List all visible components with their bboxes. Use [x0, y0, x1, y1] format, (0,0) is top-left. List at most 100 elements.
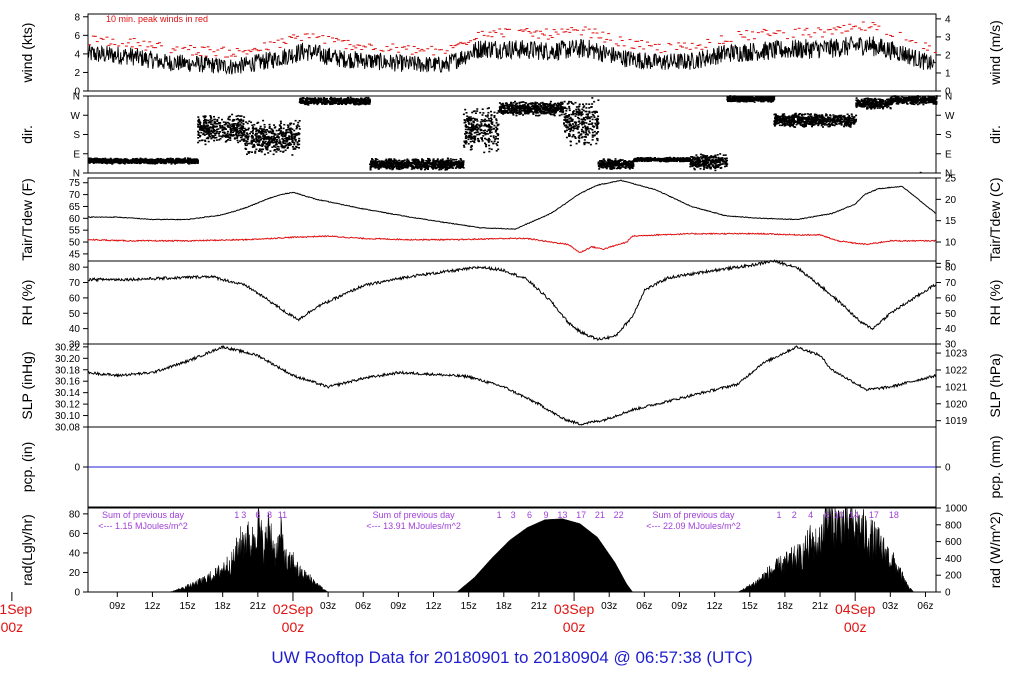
dir-point: [493, 127, 496, 130]
dir-point: [229, 115, 231, 118]
dir-point: [543, 106, 546, 108]
dir-point: [515, 107, 518, 110]
dir-point: [241, 138, 244, 141]
dir-point: [555, 109, 557, 111]
dir-point: [262, 130, 265, 132]
dir-point: [467, 143, 470, 145]
dir-point: [244, 142, 247, 145]
dir-point: [616, 162, 619, 164]
dir-point: [537, 106, 539, 108]
dir-point: [451, 165, 454, 167]
dir-point: [350, 100, 353, 102]
dir-point: [468, 135, 471, 137]
dir-point: [334, 98, 337, 100]
dir-point: [333, 97, 336, 100]
dir-point: [293, 138, 296, 140]
dir-point: [545, 112, 548, 114]
dir-point: [527, 106, 530, 109]
dir-point: [455, 158, 458, 161]
dir-point: [629, 164, 632, 167]
dir-point: [561, 106, 564, 108]
dir-point: [568, 124, 571, 126]
dir-point: [169, 157, 172, 160]
dir-point: [537, 103, 540, 105]
dir-point: [225, 140, 228, 142]
dir-point: [211, 136, 214, 139]
dir-point: [574, 123, 577, 125]
dir-point: [518, 111, 521, 114]
dir-point: [222, 121, 225, 123]
dir-point: [380, 160, 383, 162]
dir-point: [461, 165, 464, 168]
dir-point: [262, 128, 265, 131]
dir-point: [468, 132, 471, 135]
dir-point: [508, 111, 511, 114]
dir-point: [536, 102, 539, 104]
dir-point: [370, 161, 373, 164]
dir-point: [246, 153, 248, 155]
dir-point: [530, 102, 533, 105]
dir-point: [485, 138, 488, 141]
dir-point: [285, 141, 288, 143]
dir-point: [600, 166, 603, 169]
dir-point: [572, 125, 575, 127]
dir-point: [259, 131, 262, 133]
dir-point: [284, 144, 287, 147]
dir-point: [168, 160, 171, 163]
dir-point: [374, 164, 377, 167]
dir-point: [557, 103, 560, 105]
dir-point: [174, 161, 177, 164]
dir-point: [407, 159, 410, 162]
dir-point: [298, 120, 301, 122]
dir-point: [457, 163, 460, 166]
dir-point: [565, 124, 568, 126]
dir-point: [399, 165, 402, 168]
dir-point: [397, 163, 400, 165]
dir-point: [498, 110, 500, 113]
dir-point: [189, 160, 192, 162]
dir-point: [165, 159, 168, 161]
dir-point: [586, 141, 589, 144]
dir-point: [242, 123, 245, 125]
dir-point: [369, 163, 372, 166]
dir-point: [570, 118, 573, 120]
dir-point: [236, 137, 238, 139]
dir-point: [263, 131, 266, 133]
dir-point: [428, 165, 431, 168]
dir-point: [472, 120, 475, 123]
dir-point: [238, 134, 241, 137]
dir-point: [495, 122, 498, 124]
dir-point: [418, 162, 421, 165]
dir-point: [314, 97, 317, 99]
dir-point: [428, 158, 431, 160]
dir-point: [287, 146, 289, 149]
dir-point: [259, 144, 262, 147]
dir-point: [563, 100, 566, 103]
dir-point: [214, 122, 217, 125]
dir-point: [260, 138, 263, 140]
dir-point: [338, 99, 341, 101]
dir-point: [607, 161, 610, 164]
dir-point: [269, 141, 272, 143]
dir-point: [365, 96, 368, 99]
dir-point: [579, 111, 582, 113]
dir-point: [472, 117, 475, 120]
dir-point: [213, 132, 216, 135]
dir-point: [270, 137, 273, 139]
dir-point: [446, 164, 449, 167]
dir-point: [269, 131, 272, 133]
dir-point: [210, 116, 212, 118]
dir-point: [548, 112, 551, 115]
dir-point: [526, 104, 529, 107]
dir-point: [563, 113, 566, 116]
dir-point: [427, 159, 430, 162]
dir-point: [540, 105, 543, 108]
dir-point: [200, 126, 202, 129]
dir-point: [482, 130, 485, 132]
dir-point: [555, 103, 558, 106]
dir-point: [535, 107, 538, 109]
dir-point: [445, 159, 448, 162]
dir-point: [425, 163, 428, 166]
dir-point: [387, 165, 390, 167]
dir-point: [485, 145, 488, 148]
